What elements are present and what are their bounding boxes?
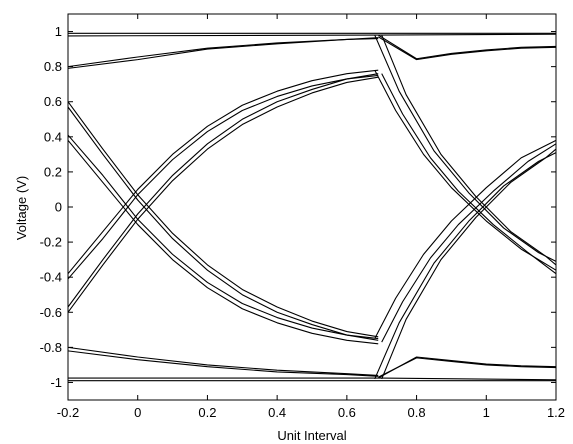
- y-tick-label: 0.2: [44, 164, 62, 179]
- x-tick-label: 1.2: [547, 405, 565, 420]
- trace-line-23: [374, 69, 557, 271]
- y-tick-label: -0.2: [40, 235, 62, 250]
- x-tick-label: 0: [134, 405, 141, 420]
- trace-line-21: [374, 34, 557, 262]
- trace-line-8: [67, 346, 379, 376]
- trace-line-14: [67, 69, 379, 275]
- trace-line-9: [377, 36, 557, 61]
- trace-line-13: [67, 74, 379, 280]
- trace-line-18: [67, 106, 379, 341]
- y-tick-label: -0.8: [40, 340, 62, 355]
- x-tick-label: 0.4: [268, 405, 286, 420]
- y-tick-label: 0: [55, 200, 62, 215]
- trace-line-27: [374, 139, 557, 339]
- trace-line-24: [381, 73, 557, 275]
- y-axis-label: Voltage (V): [14, 176, 29, 240]
- trace-line-10: [377, 34, 557, 60]
- trace-line-15: [67, 76, 379, 313]
- x-tick-label: -0.2: [57, 405, 79, 420]
- trace-line-22: [381, 34, 557, 266]
- y-tick-label: 0.6: [44, 94, 62, 109]
- series-layer: [67, 32, 557, 382]
- trace-line-28: [381, 143, 557, 343]
- trace-line-19: [67, 134, 379, 340]
- trace-line-26: [381, 148, 557, 380]
- y-tick-label: 0.8: [44, 59, 62, 74]
- y-tick-label: -1: [50, 375, 62, 390]
- trace-line-12: [377, 356, 557, 379]
- trace-line-25: [374, 152, 557, 380]
- y-tick-label: -0.6: [40, 305, 62, 320]
- x-axis-label: Unit Interval: [277, 428, 346, 443]
- x-tick-label: 0.6: [338, 405, 356, 420]
- x-tick-label: 0.2: [198, 405, 216, 420]
- trace-line-7: [67, 350, 379, 377]
- trace-line-16: [67, 73, 379, 308]
- x-tick-label: 0.8: [408, 405, 426, 420]
- trace-line-17: [67, 101, 379, 338]
- x-tick-label: 1: [483, 405, 490, 420]
- y-tick-label: 0.4: [44, 129, 62, 144]
- x-axis: -0.2 0 0.2 0.4 0.6 0.8 1 1.2: [57, 14, 565, 420]
- y-tick-label: -0.4: [40, 270, 62, 285]
- trace-line-6: [67, 37, 379, 68]
- trace-line-20: [67, 139, 379, 345]
- y-tick-label: 1: [55, 24, 62, 39]
- y-axis: 1 0.8 0.6 0.4 0.2 0 -0.2 -0.4 -0.6 -0.8 -1: [40, 24, 556, 390]
